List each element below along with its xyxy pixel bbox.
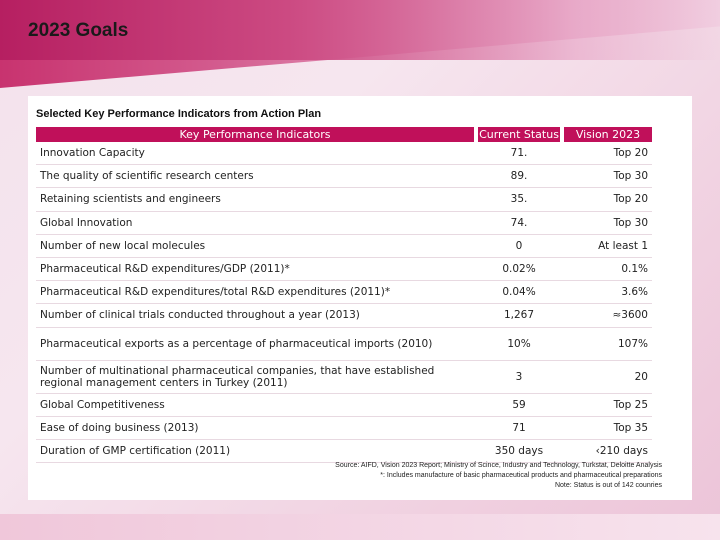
vision-cell: At least 1	[562, 234, 652, 258]
table-row: The quality of scientific research cente…	[36, 164, 652, 189]
table-row: Global Competitiveness 59 Top 25	[36, 393, 652, 417]
status-cell: 71.	[476, 142, 562, 166]
vision-cell: Top 25	[562, 393, 652, 417]
indicator-cell: Pharmaceutical R&D expenditures/GDP (201…	[36, 257, 476, 282]
column-header-indicator: Key Performance Indicators	[36, 127, 476, 142]
indicator-cell: Number of multinational pharmaceutical c…	[36, 360, 476, 394]
vision-cell: Top 30	[562, 164, 652, 189]
indicator-cell: Global Innovation	[36, 211, 476, 235]
vision-cell: Top 35	[562, 416, 652, 440]
table-row: Retaining scientists and engineers 35. T…	[36, 187, 652, 212]
vision-cell: 20	[562, 360, 652, 394]
column-header-vision: Vision 2023	[560, 127, 652, 142]
indicator-cell: Innovation Capacity	[36, 142, 476, 166]
vision-cell: ‹210 days	[562, 439, 652, 464]
status-cell: 89.	[476, 164, 562, 189]
vision-cell: Top 20	[562, 187, 652, 212]
header-banner-overlay	[0, 0, 720, 60]
table-row: Innovation Capacity 71. Top 20	[36, 142, 652, 166]
status-cell: 350 days	[476, 439, 562, 464]
status-cell: 0	[476, 234, 562, 258]
status-cell: 35.	[476, 187, 562, 212]
vision-cell: 107%	[562, 327, 652, 361]
indicator-cell: Duration of GMP certification (2011)	[36, 439, 476, 464]
vision-cell: 3.6%	[562, 280, 652, 305]
source-line: Source: AIFD, Vision 2023 Report; Minist…	[335, 462, 662, 469]
table-row: Number of clinical trials conducted thro…	[36, 303, 652, 328]
status-cell: 0.02%	[476, 257, 562, 282]
status-cell: 74.	[476, 211, 562, 235]
table-row: Pharmaceutical R&D expenditures/GDP (201…	[36, 257, 652, 282]
indicator-cell: Retaining scientists and engineers	[36, 187, 476, 212]
vision-cell: Top 30	[562, 211, 652, 235]
source-notes: Source: AIFD, Vision 2023 Report; Minist…	[335, 461, 662, 491]
status-note-line: Note: Status is out of 142 counries	[554, 482, 662, 489]
table-row: Number of multinational pharmaceutical c…	[36, 360, 652, 394]
indicator-cell: Pharmaceutical exports as a percentage o…	[36, 327, 476, 361]
status-cell: 59	[476, 393, 562, 417]
column-header-status: Current Status	[474, 127, 562, 142]
indicator-cell: The quality of scientific research cente…	[36, 164, 476, 189]
indicator-cell: Number of new local molecules	[36, 234, 476, 258]
page-title: 2023 Goals	[28, 20, 129, 41]
vision-cell: Top 20	[562, 142, 652, 166]
table-row: Pharmaceutical R&D expenditures/total R&…	[36, 280, 652, 305]
table-row: Number of new local molecules 0 At least…	[36, 234, 652, 258]
indicator-cell: Pharmaceutical R&D expenditures/total R&…	[36, 280, 476, 305]
status-cell: 3	[476, 360, 562, 394]
table-caption: Selected Key Performance Indicators from…	[36, 108, 322, 120]
indicator-cell: Global Competitiveness	[36, 393, 476, 417]
table-row: Pharmaceutical exports as a percentage o…	[36, 327, 652, 361]
footnote-line: *: Includes manufacture of basic pharmac…	[380, 472, 662, 479]
indicator-cell: Ease of doing business (2013)	[36, 416, 476, 440]
vision-cell: ≈3600	[562, 303, 652, 328]
status-cell: 71	[476, 416, 562, 440]
table-row: Global Innovation 74. Top 30	[36, 211, 652, 235]
status-cell: 1,267	[476, 303, 562, 328]
vision-cell: 0.1%	[562, 257, 652, 282]
table-row: Duration of GMP certification (2011) 350…	[36, 439, 652, 464]
status-cell: 0.04%	[476, 280, 562, 305]
status-cell: 10%	[476, 327, 562, 361]
indicator-cell: Number of clinical trials conducted thro…	[36, 303, 476, 328]
table-header-row: Key Performance Indicators Current Statu…	[36, 127, 652, 142]
footer-band	[0, 514, 720, 540]
table-row: Ease of doing business (2013) 71 Top 35	[36, 416, 652, 440]
kpi-table: Key Performance Indicators Current Statu…	[36, 127, 652, 464]
